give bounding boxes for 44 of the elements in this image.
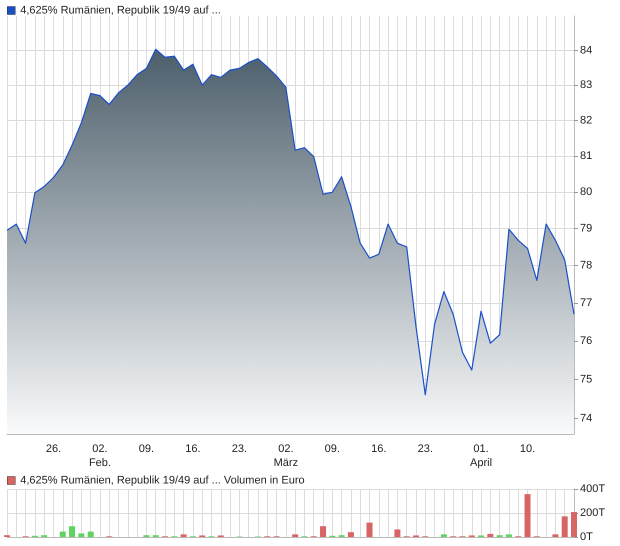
y-tick-label: 77 — [580, 296, 592, 309]
bar — [60, 532, 66, 537]
x-tick-label: 26. — [46, 443, 62, 455]
y-tick-label: 75 — [580, 373, 592, 386]
x-tick-label: 16. — [371, 443, 386, 455]
bar — [88, 532, 94, 537]
bar — [487, 534, 494, 537]
bar — [440, 534, 447, 537]
bar — [78, 533, 84, 537]
y-tick-label: 400T — [580, 483, 606, 495]
y-tick-label: 0T — [580, 531, 594, 543]
y-tick-label: 84 — [580, 44, 592, 56]
bar — [180, 534, 187, 537]
x-tick-label: 23. — [418, 443, 433, 455]
x-tick-label: 10. — [520, 443, 536, 455]
x-tick-label: 16. — [185, 443, 201, 455]
y-tick-label: 76 — [580, 334, 592, 347]
bar — [292, 534, 298, 537]
bar — [69, 526, 76, 537]
y-tick-label: 200T — [580, 507, 606, 519]
x-tick-label: 02. Feb. — [88, 443, 111, 469]
bar — [506, 534, 512, 537]
y-tick-label: 74 — [580, 412, 592, 424]
x-tick-label: 09. — [324, 443, 340, 455]
bar — [524, 494, 531, 537]
x-tick-label: 01. April — [470, 443, 492, 469]
bar — [562, 516, 568, 537]
y-tick-label: 83 — [580, 79, 592, 92]
x-tick-label: 09. — [138, 443, 154, 455]
x-tick-label: 02. März — [274, 443, 298, 469]
y-tick-label: 78 — [580, 259, 592, 272]
y-tick-label: 81 — [580, 150, 592, 162]
x-tick-label: 23. — [232, 443, 248, 455]
y-tick-label: 79 — [580, 222, 592, 234]
bar — [320, 526, 326, 537]
legend-label: 4,625% Rumänien, Republik 19/49 auf ... — [20, 4, 221, 16]
bar — [552, 534, 558, 537]
legend-label: 4,625% Rumänien, Republik 19/49 auf ... Volumen in Euro — [20, 474, 305, 486]
y-tick-label: 82 — [580, 114, 592, 126]
bar — [571, 512, 577, 537]
bar — [348, 532, 354, 537]
bar — [394, 529, 400, 537]
bar — [366, 522, 373, 537]
y-tick-label: 80 — [580, 186, 592, 198]
